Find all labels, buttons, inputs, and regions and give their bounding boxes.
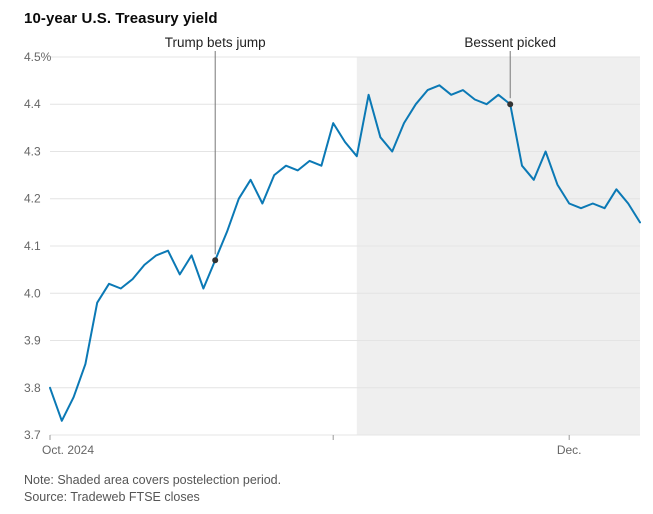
y-tick-label: 4.1 (24, 239, 41, 253)
y-tick-label: 3.8 (24, 381, 41, 395)
chart-note: Note: Shaded area covers postelection pe… (24, 473, 282, 487)
y-tick-label: 4.4 (24, 97, 41, 111)
annotation-label: Trump bets jump (165, 35, 266, 50)
y-tick-label: 3.7 (24, 428, 41, 442)
y-tick-label: 4.3 (24, 145, 41, 159)
annotation-dot (212, 257, 219, 264)
x-tick-label: Oct. 2024 (42, 443, 94, 457)
chart-title: 10-year U.S. Treasury yield (24, 10, 218, 27)
y-tick-label: 4.5% (24, 50, 52, 64)
y-tick-label: 3.9 (24, 334, 41, 348)
y-tick-label: 4.2 (24, 192, 41, 206)
yield-line (49, 84, 641, 422)
annotation-label: Bessent picked (464, 35, 556, 50)
y-tick-label: 4.0 (24, 286, 41, 300)
annotation-dot (507, 101, 514, 108)
chart-source: Source: Tradeweb FTSE closes (24, 490, 200, 504)
x-tick-label: Dec. (557, 443, 582, 457)
